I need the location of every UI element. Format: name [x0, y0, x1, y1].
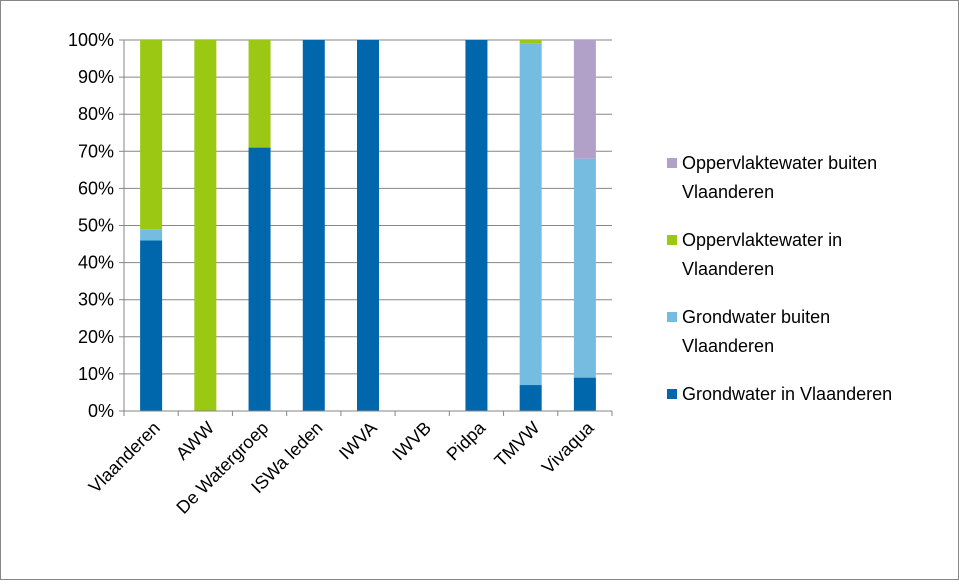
- bar-segment: [519, 40, 542, 44]
- y-tick-label: 90%: [78, 67, 114, 87]
- x-category-label: De Watergroep: [172, 418, 272, 518]
- legend-label: Grondwater in Vlaanderen: [682, 384, 892, 404]
- legend-label-line2: Vlaanderen: [682, 182, 774, 202]
- axes: [123, 40, 613, 416]
- bar-segment: [140, 240, 163, 411]
- legend-label: Oppervlaktewater buiten: [682, 153, 877, 173]
- legend-label: Grondwater buiten: [682, 307, 830, 327]
- x-category-label: Pidpa: [443, 417, 490, 464]
- y-tick-label: 40%: [78, 253, 114, 273]
- y-tick-label: 100%: [68, 30, 114, 50]
- x-category-label: Vlaanderen: [85, 418, 164, 497]
- bar-segment: [194, 40, 217, 411]
- y-tick-label: 20%: [78, 327, 114, 347]
- bar-segment: [465, 40, 488, 411]
- bar-segment: [140, 229, 163, 241]
- legend-swatch: [667, 312, 677, 322]
- bars: [140, 40, 596, 411]
- x-category-label: IWVB: [388, 418, 435, 465]
- bar-segment: [573, 158, 596, 378]
- bar-segment: [248, 147, 271, 411]
- bar-segment: [248, 40, 271, 148]
- bar-segment: [140, 40, 163, 230]
- x-category-label: Vivaqua: [538, 417, 599, 478]
- x-category-label: TMVW: [490, 418, 543, 471]
- legend: Oppervlaktewater buiten Vlaanderen Oppervl…: [667, 153, 892, 404]
- bar-segment: [519, 43, 542, 386]
- bar-segment: [302, 40, 325, 411]
- y-tick-label: 50%: [78, 216, 114, 236]
- legend-swatch: [667, 235, 677, 245]
- legend-swatch: [667, 158, 677, 168]
- legend-swatch: [667, 389, 677, 399]
- legend-label-line2: Vlaanderen: [682, 336, 774, 356]
- x-category-label: AWW: [172, 418, 218, 464]
- y-axis-ticks: 0% 10% 20% 30% 40% 50% 60% 70% 80% 90% 100%: [68, 30, 124, 421]
- y-tick-label: 70%: [78, 141, 114, 161]
- bar-segment: [573, 377, 596, 411]
- bar-segment: [519, 385, 542, 411]
- x-category-label: IWVA: [335, 418, 381, 464]
- legend-label-line2: Vlaanderen: [682, 259, 774, 279]
- y-tick-label: 10%: [78, 364, 114, 384]
- y-tick-label: 80%: [78, 104, 114, 124]
- y-tick-label: 60%: [78, 178, 114, 198]
- y-tick-label: 30%: [78, 290, 114, 310]
- bar-segment: [573, 40, 596, 159]
- y-tick-label: 0%: [88, 401, 114, 421]
- legend-label: Oppervlaktewater in: [682, 230, 842, 250]
- bar-segment: [357, 40, 379, 411]
